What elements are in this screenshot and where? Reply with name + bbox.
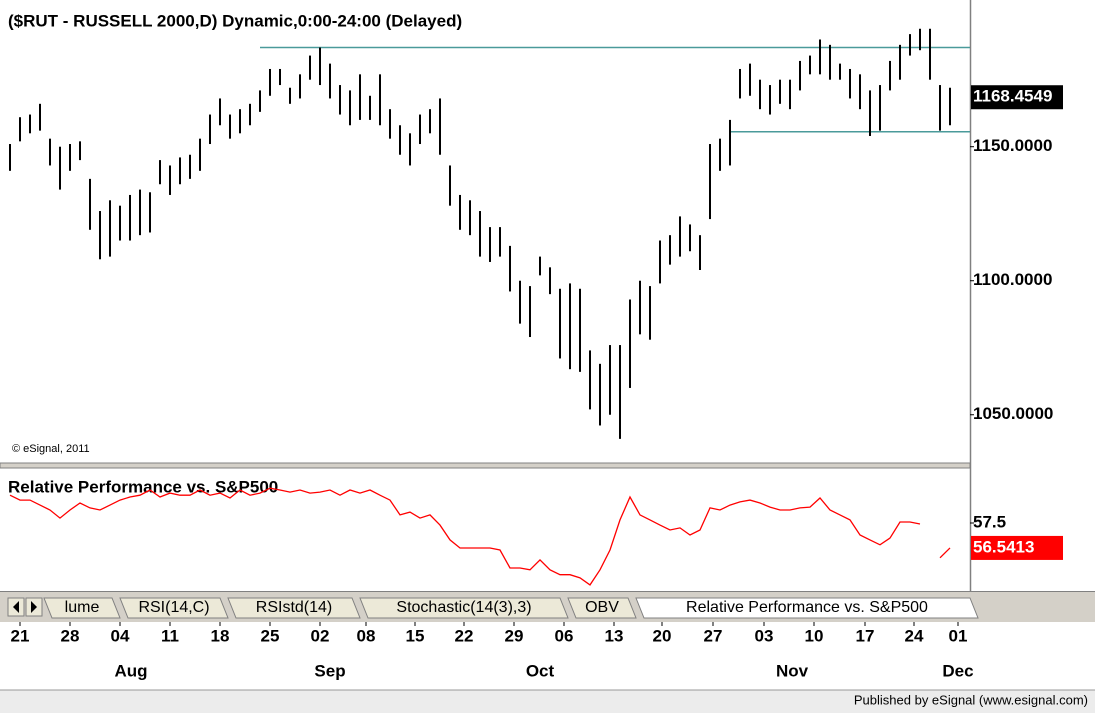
panel-divider	[0, 462, 971, 469]
tab-label[interactable]: lume	[65, 599, 100, 616]
tab-label[interactable]: Stochastic(14(3),3)	[396, 599, 531, 616]
month-label: Nov	[776, 661, 809, 680]
study-y-tick-label: 57.5	[973, 512, 1006, 531]
study-last-box	[971, 535, 1063, 560]
tab-label[interactable]: OBV	[585, 599, 619, 616]
last-price-label: 1168.4549	[973, 87, 1052, 106]
chart-title: ($RUT - RUSSELL 2000,D) Dynamic,0:00-24:…	[8, 11, 462, 30]
x-tick-label: 13	[605, 626, 624, 645]
x-tick-label: 15	[406, 626, 425, 645]
tab[interactable]	[359, 597, 569, 619]
x-tick-label: 11	[161, 626, 179, 645]
tab-label[interactable]: RSI(14,C)	[138, 599, 209, 616]
copyright: © eSignal, 2011	[12, 443, 90, 455]
x-tick-label: 06	[555, 626, 574, 645]
month-label: Sep	[314, 661, 345, 680]
tab[interactable]	[635, 597, 979, 619]
tab[interactable]	[227, 597, 361, 619]
study-title: Relative Performance vs. S&P500	[8, 477, 278, 496]
x-tick-label: 01	[949, 626, 968, 645]
x-tick-label: 18	[211, 626, 230, 645]
study-line	[9, 487, 951, 586]
x-tick-label: 24	[905, 626, 924, 645]
x-tick-label: 21	[11, 626, 30, 645]
x-tick-label: 03	[755, 626, 774, 645]
footer-bar	[0, 690, 1095, 713]
arrow-left-icon	[13, 601, 19, 613]
last-price-box	[971, 85, 1063, 110]
tab[interactable]	[567, 597, 637, 619]
arrow-right-icon	[31, 601, 37, 613]
x-tick-label: 22	[455, 626, 474, 645]
x-tick-label: 10	[805, 626, 824, 645]
tab-label[interactable]: Relative Performance vs. S&P500	[686, 599, 928, 616]
study-last-label: 56.5413	[973, 537, 1034, 556]
month-label: Dec	[942, 661, 973, 680]
x-tick-label: 27	[704, 626, 723, 645]
month-label: Oct	[526, 661, 555, 680]
x-tick-label: 25	[261, 626, 280, 645]
x-tick-label: 17	[856, 626, 875, 645]
tab[interactable]	[119, 597, 229, 619]
y-tick-label: 1050.0000	[973, 404, 1053, 423]
x-tick-label: 28	[61, 626, 80, 645]
month-label: Aug	[114, 661, 147, 680]
y-tick-label: 1150.0000	[973, 136, 1052, 155]
tab[interactable]	[43, 597, 121, 619]
tab-label[interactable]: RSIstd(14)	[256, 599, 332, 616]
y-tick-label: 1100.0000	[973, 270, 1052, 289]
x-tick-label: 20	[653, 626, 672, 645]
footer-text: Published by eSignal (www.esignal.com)	[854, 692, 1088, 707]
x-tick-label: 02	[311, 626, 330, 645]
x-tick-label: 08	[357, 626, 376, 645]
x-tick-label: 29	[505, 626, 524, 645]
x-tick-label: 04	[111, 626, 130, 645]
